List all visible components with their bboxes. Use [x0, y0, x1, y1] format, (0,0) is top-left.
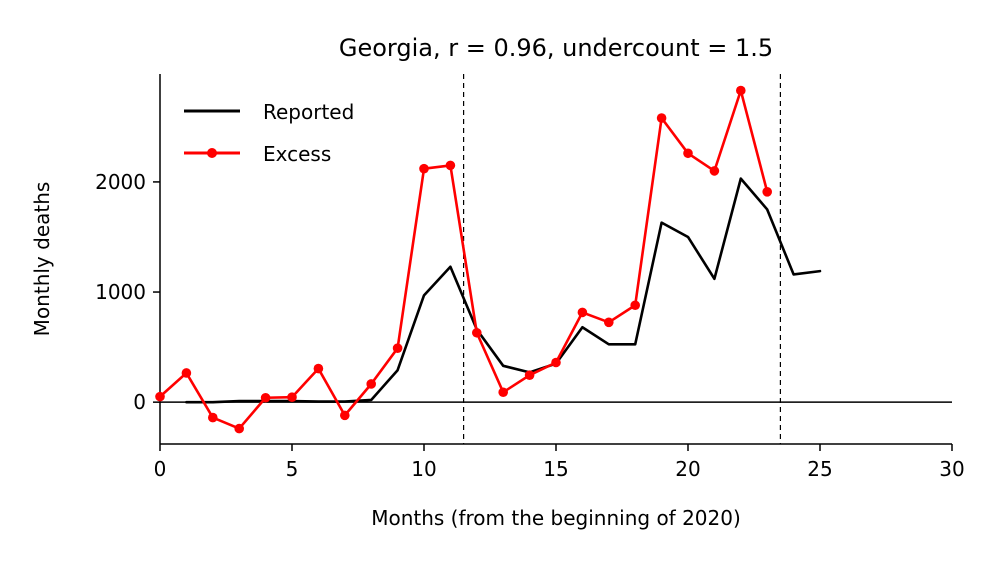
x-axis-title: Months (from the beginning of 2020) — [371, 506, 741, 530]
point-excess-15 — [551, 357, 561, 368]
point-excess-8 — [366, 379, 377, 389]
series-reported — [185, 177, 822, 404]
point-excess-2 — [208, 412, 218, 423]
point-excess-13 — [498, 387, 509, 398]
legend-entry-excess: Excess — [184, 142, 331, 166]
x-tick-label-15: 15 — [543, 457, 568, 481]
point-excess-19 — [656, 113, 667, 123]
point-excess-18 — [630, 300, 640, 311]
point-excess-3 — [234, 423, 244, 434]
point-excess-17 — [604, 317, 614, 328]
point-excess-6 — [313, 363, 324, 374]
y-ticks: 0 1000 2000 — [95, 170, 160, 414]
series-layer — [155, 85, 822, 434]
series-line-reported — [185, 177, 822, 404]
point-excess-14 — [524, 370, 535, 380]
point-excess-21 — [709, 166, 720, 176]
y-tick-label-1000: 1000 — [95, 280, 146, 304]
point-excess-20 — [683, 148, 693, 159]
point-excess-0 — [155, 391, 165, 402]
series-excess — [155, 85, 772, 434]
point-excess-5 — [287, 392, 297, 402]
x-tick-label-30: 30 — [939, 457, 964, 481]
point-excess-9 — [392, 343, 403, 353]
x-ticks: 0 5 10 15 20 25 30 — [154, 444, 965, 481]
y-axis-title: Monthly deaths — [30, 182, 54, 337]
legend: Reported Excess — [184, 100, 354, 166]
series-line-excess — [158, 89, 769, 430]
legend-label-excess: Excess — [263, 142, 331, 166]
y-tick-label-2000: 2000 — [95, 170, 146, 194]
y-tick-label-0: 0 — [133, 390, 146, 414]
point-excess-12 — [472, 327, 482, 338]
x-tick-label-5: 5 — [286, 457, 299, 481]
point-excess-11 — [445, 160, 456, 171]
x-tick-label-0: 0 — [154, 457, 167, 481]
point-excess-22 — [736, 85, 746, 96]
point-excess-23 — [762, 187, 772, 197]
x-tick-label-25: 25 — [807, 457, 832, 481]
legend-marker-excess — [207, 148, 217, 158]
legend-label-reported: Reported — [263, 100, 354, 124]
axes — [159, 74, 952, 445]
legend-entry-reported: Reported — [184, 100, 354, 124]
point-excess-7 — [340, 410, 350, 421]
x-tick-label-20: 20 — [675, 457, 700, 481]
point-excess-1 — [181, 368, 192, 378]
point-excess-4 — [260, 392, 271, 403]
vertical-lines-layer — [463, 74, 782, 444]
point-excess-16 — [577, 307, 588, 318]
point-excess-10 — [419, 163, 429, 174]
chart-title: Georgia, r = 0.96, undercount = 1.5 — [339, 34, 773, 62]
x-tick-label-10: 10 — [411, 457, 436, 481]
